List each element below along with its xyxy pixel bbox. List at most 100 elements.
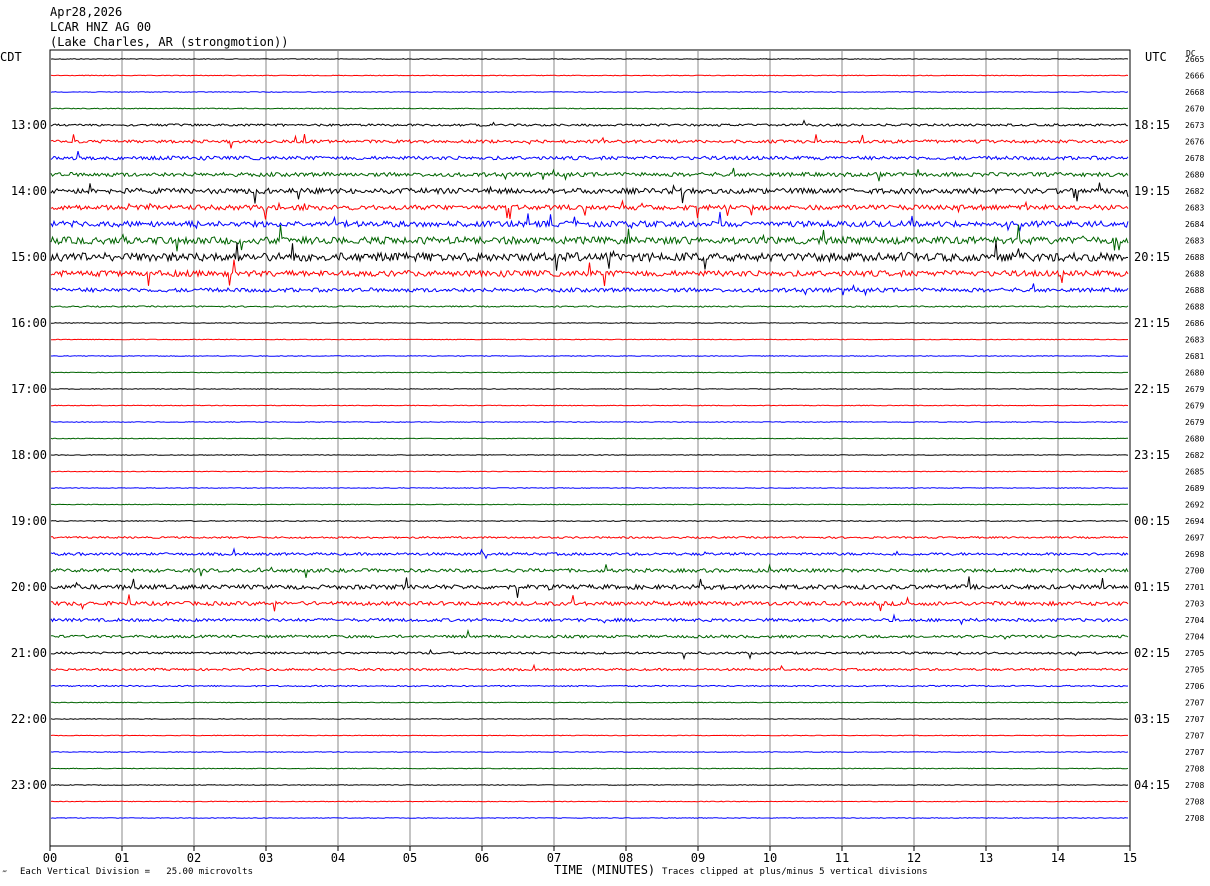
dc-offset-label: 2707 (1185, 715, 1204, 724)
seismic-trace (50, 283, 1129, 297)
utc-hour-label: 22:15 (1134, 382, 1170, 396)
local-hour-label: 17:00 (11, 382, 47, 396)
seismic-trace (50, 150, 1129, 161)
seismic-trace (50, 305, 1129, 308)
seismic-trace (50, 167, 1129, 182)
utc-hour-label: 20:15 (1134, 250, 1170, 264)
record-date: Apr28,2026 (50, 5, 123, 19)
dc-offset-label: 2701 (1185, 583, 1204, 592)
seismic-trace (51, 701, 1129, 704)
utc-hour-label: 04:15 (1134, 778, 1170, 792)
dc-offset-label: 2708 (1185, 798, 1204, 807)
station-code: LCAR HNZ AG 00 (50, 20, 152, 34)
dc-offset-label: 2686 (1185, 319, 1204, 328)
seismic-trace (50, 454, 1129, 456)
dc-offset-label: 2665 (1185, 55, 1204, 64)
utc-timezone-label: UTC (1145, 50, 1167, 64)
x-tick-label: 13 (979, 851, 993, 865)
local-hour-label: 18:00 (11, 448, 47, 462)
seismic-trace (50, 613, 1129, 626)
dc-offset-label: 2707 (1185, 732, 1204, 741)
local-timezone-label: CDT (0, 50, 22, 64)
dc-offset-label: 2700 (1185, 567, 1204, 576)
seismic-trace (50, 259, 1129, 287)
seismic-trace (50, 487, 1128, 489)
dc-offset-label: 2703 (1185, 600, 1204, 609)
local-hour-label: 21:00 (11, 646, 47, 660)
seismic-trace (51, 338, 1129, 341)
seismic-trace (50, 563, 1129, 578)
seismic-trace (50, 576, 1129, 598)
utc-hour-label: 01:15 (1134, 580, 1170, 594)
seismic-trace (50, 648, 1129, 661)
seismic-trace (51, 322, 1129, 324)
dc-offset-label: 2707 (1185, 699, 1204, 708)
local-hour-label: 22:00 (11, 712, 47, 726)
dc-offset-label: 2705 (1185, 649, 1204, 658)
seismic-trace (50, 520, 1129, 522)
dc-offset-label: 2706 (1185, 682, 1204, 691)
local-hour-label: 13:00 (11, 118, 47, 132)
dc-offset-label: 2668 (1185, 88, 1204, 97)
x-tick-label: 05 (403, 851, 417, 865)
seismic-trace (50, 199, 1129, 220)
x-tick-label: 09 (691, 851, 705, 865)
x-tick-label: 06 (475, 851, 489, 865)
dc-offset-label: 2683 (1185, 336, 1204, 345)
seismic-trace (50, 107, 1129, 110)
dc-offset-label: 2679 (1185, 402, 1204, 411)
seismic-trace (50, 388, 1129, 390)
x-tick-label: 07 (547, 851, 561, 865)
dc-offset-label: 2707 (1185, 748, 1204, 757)
dc-offset-label: 2697 (1185, 534, 1204, 543)
dc-offset-label: 2684 (1185, 220, 1204, 229)
dc-offset-label: 2679 (1185, 385, 1204, 394)
seismic-trace (50, 224, 1129, 252)
x-axis-title: TIME (MINUTES) (554, 863, 656, 877)
seismic-trace (50, 684, 1129, 688)
seismic-trace (51, 503, 1128, 506)
dc-offset-label: 2688 (1185, 253, 1204, 262)
dc-offset-label: 2694 (1185, 517, 1204, 526)
dc-offset-label: 2683 (1185, 204, 1204, 213)
dc-offset-label: 2708 (1185, 765, 1204, 774)
seismic-trace (50, 734, 1128, 737)
dc-offset-label: 2682 (1185, 451, 1204, 460)
seismic-trace (50, 134, 1129, 149)
seismic-trace (50, 211, 1129, 232)
x-tick-label: 00 (43, 851, 57, 865)
local-hour-label: 23:00 (11, 778, 47, 792)
dc-offset-label: 2688 (1185, 270, 1204, 279)
dc-offset-label: 2708 (1185, 814, 1204, 823)
seismic-trace (50, 663, 1129, 672)
utc-hour-label: 03:15 (1134, 712, 1170, 726)
x-tick-label: 01 (115, 851, 129, 865)
dc-offset-label: 2708 (1185, 781, 1204, 790)
station-location: (Lake Charles, AR (strongmotion)) (50, 35, 289, 49)
x-tick-label: 08 (619, 851, 633, 865)
dc-offset-label: 2680 (1185, 369, 1204, 378)
seismic-trace (50, 74, 1129, 77)
local-hour-label: 20:00 (11, 580, 47, 594)
seismic-trace (51, 470, 1129, 473)
local-hour-label: 16:00 (11, 316, 47, 330)
utc-hour-label: 00:15 (1134, 514, 1170, 528)
seismic-trace (50, 767, 1129, 770)
seismic-trace (50, 58, 1129, 60)
seismic-trace (50, 800, 1129, 803)
dc-offset-label: 2681 (1185, 352, 1204, 361)
clipping-note: Traces clipped at plus/minus 5 vertical … (662, 867, 928, 877)
dc-offset-header: DC (1186, 49, 1196, 58)
dc-offset-label: 2680 (1185, 435, 1204, 444)
x-tick-label: 11 (835, 851, 849, 865)
utc-hour-label: 23:15 (1134, 448, 1170, 462)
x-tick-label: 10 (763, 851, 777, 865)
seismic-trace (50, 535, 1129, 540)
dc-offset-label: 2704 (1185, 633, 1204, 642)
x-tick-label: 14 (1051, 851, 1065, 865)
local-hour-label: 14:00 (11, 184, 47, 198)
dc-offset-label: 2682 (1185, 187, 1204, 196)
dc-offset-label: 2683 (1185, 237, 1204, 246)
dc-offset-label: 2676 (1185, 138, 1204, 147)
